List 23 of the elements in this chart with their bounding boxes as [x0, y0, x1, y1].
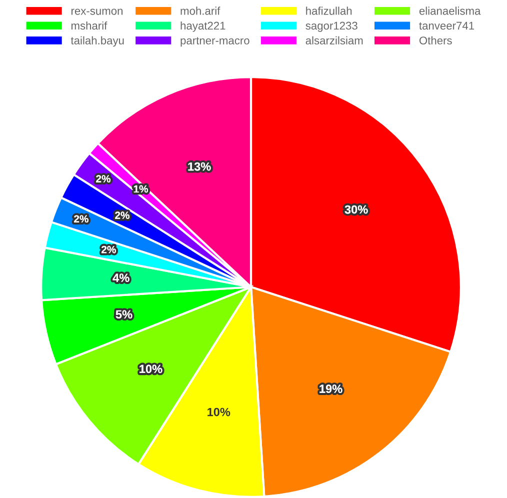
legend-label: Others	[419, 36, 452, 44]
legend-label: rex-sumon	[71, 8, 122, 15]
data-label: 2%	[74, 215, 88, 223]
legend-label: msharif	[71, 21, 108, 30]
data-label: 2%	[102, 246, 116, 254]
data-label: 30%	[344, 205, 368, 214]
legend-label: tanveer741	[419, 22, 474, 30]
legend-label: hafizullah	[306, 6, 352, 15]
data-label: 19%	[320, 384, 342, 393]
data-label: 5%	[116, 310, 132, 319]
data-label: 10%	[140, 364, 162, 374]
legend-label: partner-macro	[180, 37, 250, 47]
data-label: 2%	[96, 175, 111, 182]
legend-label: alsarzilsiam	[306, 36, 363, 44]
data-label: 13%	[188, 162, 211, 171]
legend-label: hayat221	[180, 21, 226, 32]
data-label: 10%	[208, 408, 230, 416]
data-label: 2%	[115, 212, 130, 219]
legend-label: elianaelisma	[419, 6, 481, 15]
legend-label: moh.arif	[180, 6, 220, 15]
data-label: 4%	[112, 274, 130, 282]
legend-label: sagor1233	[306, 22, 358, 32]
legend-label: tailah.bayu	[70, 36, 124, 47]
